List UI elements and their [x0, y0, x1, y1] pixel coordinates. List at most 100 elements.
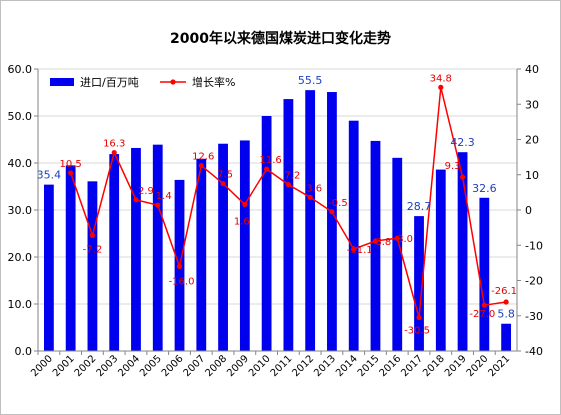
- bar: [348, 120, 359, 351]
- y-tick-label: 0.0: [15, 345, 33, 358]
- x-tick-label: 2020: [465, 353, 491, 379]
- y-axis-ticks: 0.0 10.0 20.0 30.0 40.0 50.0 60.0: [8, 63, 38, 358]
- line-point: [372, 238, 379, 244]
- line-data-label: 16.3: [103, 139, 125, 150]
- line-data-label: 10.5: [60, 159, 82, 170]
- line-data-label: 11.6: [259, 155, 281, 166]
- line-data-label: 12.6: [192, 152, 214, 163]
- line-point: [133, 197, 139, 203]
- legend-swatch-import: [50, 78, 74, 86]
- y-tick-label: 30.0: [8, 204, 33, 217]
- y2-tick-label: 30: [525, 98, 539, 111]
- legend: 进口/百万吨 增长率%: [50, 75, 235, 89]
- line-data-label: -16.0: [169, 276, 195, 287]
- line-data-labels: 10.5 -7.2 16.3 2.9 1.4 -16.0 12.67.5 1.6 11.67.2…: [60, 73, 518, 336]
- chart-title: 2000年以来德国煤炭进口变化走势: [170, 31, 391, 47]
- line-data-label: -30.5: [404, 326, 430, 337]
- y2-tick-label: 20: [525, 134, 539, 147]
- bar: [87, 181, 98, 351]
- line-data-label: 9.3: [445, 161, 461, 172]
- x-tick-label: 2005: [138, 353, 164, 379]
- x-axis-ticks: 2000200120022003200420052006200720082009…: [29, 351, 512, 379]
- bar-data-labels: 35.4 55.5 28.7 42.3 32.6 5.8: [37, 74, 515, 321]
- line-point: [176, 263, 183, 269]
- bar-data-label: 28.7: [407, 200, 432, 213]
- line-point: [481, 302, 487, 308]
- x-tick-label: 2019: [443, 353, 469, 379]
- legend-label-import: 进口/百万吨: [80, 76, 139, 89]
- line-point: [285, 182, 291, 188]
- line-data-label: -26.1: [491, 286, 517, 297]
- line-point: [198, 162, 204, 169]
- line-data-label: 2.9: [138, 186, 154, 197]
- line-point: [329, 209, 335, 215]
- bar: [414, 216, 424, 351]
- line-point: [242, 201, 248, 207]
- x-tick-label: 2007: [182, 353, 208, 379]
- x-tick-label: 2004: [116, 353, 142, 379]
- x-tick-label: 2002: [73, 353, 99, 379]
- bar: [196, 158, 207, 351]
- y2-tick-label: -10: [525, 239, 543, 252]
- bar-data-label: 5.8: [497, 308, 515, 321]
- y-tick-label: 60.0: [8, 63, 33, 76]
- line-point: [438, 84, 444, 90]
- x-tick-label: 2010: [247, 353, 273, 379]
- line-point: [459, 174, 466, 180]
- line-point: [68, 170, 74, 176]
- line-point: [89, 232, 96, 238]
- y-tick-label: 20.0: [8, 251, 33, 264]
- line-data-label: -7.2: [83, 244, 103, 255]
- y2-tick-label: 40: [525, 63, 539, 76]
- line-data-label: -8.8: [372, 237, 392, 248]
- bar-data-label: 42.3: [450, 136, 475, 149]
- y-tick-label: 40.0: [8, 157, 33, 170]
- bar: [457, 152, 468, 351]
- line-data-label: -27.0: [469, 309, 495, 320]
- line-data-label: -8.0: [393, 234, 413, 245]
- bar: [261, 116, 272, 351]
- line-point: [307, 194, 313, 200]
- bar-data-label: 35.4: [37, 169, 62, 182]
- x-tick-label: 2014: [334, 353, 360, 379]
- line-point: [351, 246, 357, 252]
- line-point: [416, 314, 422, 321]
- line-point: [111, 149, 117, 156]
- x-tick-label: 2000: [29, 353, 55, 379]
- y2-tick-label: -40: [525, 345, 543, 358]
- x-tick-label: 2009: [225, 353, 251, 379]
- bar: [65, 165, 76, 351]
- bar: [109, 154, 120, 351]
- line-data-label: 7.2: [284, 171, 300, 182]
- bar-data-label: 32.6: [472, 182, 497, 195]
- bar: [327, 92, 337, 351]
- bar: [239, 140, 250, 351]
- y2-tick-label: 0: [525, 204, 532, 217]
- line-data-label: -11.1: [347, 245, 373, 256]
- y-tick-label: 10.0: [8, 298, 33, 311]
- line-point: [503, 299, 509, 305]
- line-data-label: 1.6: [234, 216, 250, 227]
- line-point: [155, 202, 161, 208]
- x-tick-label: 2003: [95, 353, 121, 379]
- x-tick-label: 2008: [203, 353, 229, 379]
- bar: [501, 323, 512, 351]
- x-tick-label: 2011: [269, 353, 295, 379]
- bar: [370, 140, 381, 351]
- line-data-label: -0.5: [328, 198, 348, 209]
- y2-tick-label: -30: [525, 310, 543, 323]
- y2-tick-label: 10: [525, 169, 539, 182]
- line-point: [220, 180, 226, 187]
- x-tick-label: 2012: [291, 353, 317, 379]
- line-data-label: 3.6: [306, 183, 322, 194]
- bar: [392, 157, 403, 351]
- x-tick-label: 2021: [486, 353, 512, 379]
- line-point: [394, 235, 400, 241]
- bar: [152, 144, 163, 351]
- bar: [479, 197, 490, 351]
- bar: [131, 147, 141, 351]
- bar: [218, 143, 228, 351]
- bar-data-label: 55.5: [298, 74, 323, 87]
- line-data-label: 7.5: [217, 170, 233, 181]
